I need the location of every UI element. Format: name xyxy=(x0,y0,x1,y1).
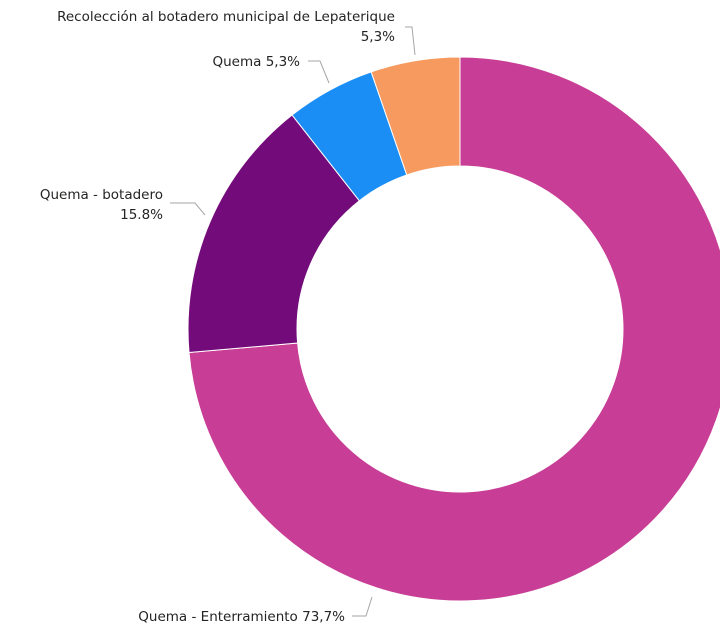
slice-label-quema-enterramiento: Quema - Enterramiento 73,7% xyxy=(138,609,345,625)
slice-label-quema-enterramiento-name: Quema - Enterramiento xyxy=(138,609,298,625)
leader-line-recoleccion xyxy=(405,26,416,56)
leader-line-quema xyxy=(308,60,330,84)
leader-lines-layer xyxy=(170,26,416,617)
slice-label-quema-enterramiento-percent: 73,7% xyxy=(302,609,345,625)
slice-label-quema-botadero-percent: 15.8% xyxy=(120,207,163,223)
slice-label-quema-percent: 5,3% xyxy=(266,54,300,70)
leader-line-quema-enterramiento xyxy=(352,596,373,617)
slice-label-recoleccion-name: Recolección al botadero municipal de Lep… xyxy=(57,9,395,25)
slices-layer xyxy=(187,56,720,602)
slice-quema-enterramiento[interactable] xyxy=(188,56,720,602)
slice-label-quema: Quema 5,3% xyxy=(212,54,300,70)
slice-label-quema-name: Quema xyxy=(212,54,261,70)
slice-recoleccion[interactable] xyxy=(370,56,461,176)
slice-label-quema-botadero-name: Quema - botadero xyxy=(40,187,163,203)
leader-line-quema-botadero xyxy=(170,202,206,216)
labels-layer: Recolección al botadero municipal de Lep… xyxy=(40,9,395,625)
slice-label-recoleccion-percent: 5,3% xyxy=(361,29,395,45)
